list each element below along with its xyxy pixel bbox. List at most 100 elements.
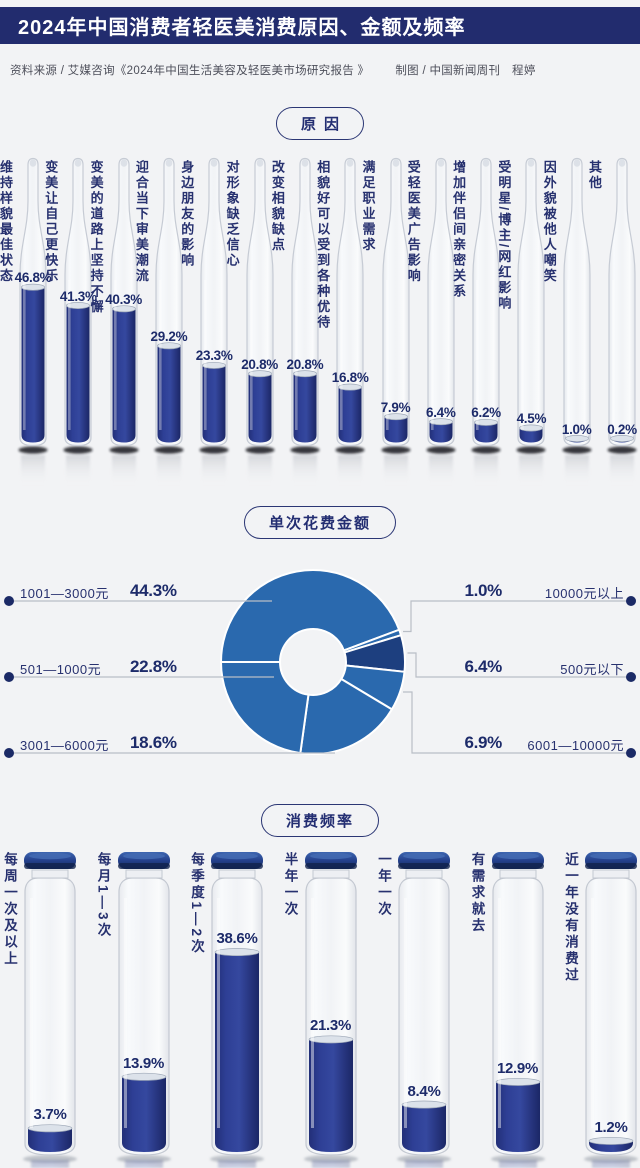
liquid-meniscus xyxy=(588,1136,634,1145)
glass-highlight xyxy=(521,280,524,430)
vial-glyph xyxy=(303,852,358,1168)
vial-cap-rim xyxy=(24,863,76,869)
frequency-value: 1.2% xyxy=(594,1118,628,1136)
ampoule-glyph xyxy=(109,157,139,485)
vial-neck xyxy=(592,869,630,879)
ampoule-tip xyxy=(392,159,399,167)
source-text: 资料来源 / 艾媒咨询《2024年中国生活美容及轻医美市场研究报告 》 xyxy=(10,65,370,77)
ampoule-body xyxy=(427,157,455,447)
ampoule-tip xyxy=(74,159,82,167)
glass-reflection xyxy=(610,455,634,485)
glass-highlight xyxy=(249,280,253,430)
glass-highlight xyxy=(591,898,594,1128)
liquid-fill xyxy=(21,287,45,443)
liquid-fill xyxy=(384,416,407,443)
reason-value: 20.8% xyxy=(241,356,278,372)
reason-label: 相貌好可以受到各种优待 xyxy=(315,160,331,331)
ampoule-glyph xyxy=(381,157,410,485)
frequency-value: 38.6% xyxy=(216,930,258,948)
vial-body xyxy=(24,877,76,1156)
donut-slice xyxy=(220,661,310,755)
reason-label: 变美让自己更快乐 xyxy=(43,160,59,284)
spend-pct-label: 6.4% xyxy=(464,657,502,676)
ampoule-tip xyxy=(120,159,127,167)
section-header-spend-label: 单次花费金额 xyxy=(268,515,372,532)
glass-highlight xyxy=(310,898,314,1128)
leader-dot xyxy=(4,596,14,606)
glass-highlight xyxy=(204,280,207,430)
ampoule-glyph xyxy=(245,157,275,485)
vial-glyph xyxy=(116,852,171,1168)
reason-label: 其他 xyxy=(587,160,602,191)
liquid-fill xyxy=(215,952,259,1152)
ampoule-tip xyxy=(527,159,535,167)
liquid-fill xyxy=(474,422,498,443)
vial-cap-rim xyxy=(585,863,637,869)
glass-reflection xyxy=(247,455,272,485)
vial-neck xyxy=(405,869,443,879)
frequency-value: 8.4% xyxy=(407,1082,441,1100)
ground-shadow xyxy=(199,446,229,454)
liquid-fill xyxy=(519,428,543,443)
reason-value: 40.3% xyxy=(105,291,142,307)
liquid-meniscus xyxy=(610,435,634,442)
glass-highlight xyxy=(113,280,117,430)
vial-glyph xyxy=(490,852,545,1168)
liquid-meniscus xyxy=(308,1035,353,1044)
reason-value: 29.2% xyxy=(150,328,188,344)
donut-svg xyxy=(4,569,636,758)
ground-shadow xyxy=(290,446,320,454)
leader-dot xyxy=(626,672,636,682)
glass-reflection xyxy=(383,455,408,485)
glass-reflection xyxy=(21,455,45,485)
liquid-meniscus xyxy=(338,383,363,391)
liquid-meniscus xyxy=(495,1077,540,1086)
ground-shadow xyxy=(335,446,365,454)
glass-highlight xyxy=(385,280,389,430)
ampoule-tip xyxy=(210,159,218,167)
spend-pct-label: 18.6% xyxy=(130,733,177,752)
reason-value: 46.8% xyxy=(14,270,52,286)
spend-range-label: 1001—3000元 xyxy=(20,586,109,601)
reason-label: 满足职业需求 xyxy=(360,160,376,253)
ampoule-tip xyxy=(482,159,490,167)
frequency-label: 近一年没有消费过 xyxy=(563,852,578,984)
reason-value: 41.3% xyxy=(59,288,97,304)
reason-label: 受明星/博主/网红影响 xyxy=(496,160,512,312)
vial-cap-top xyxy=(122,852,165,860)
vial-glyph xyxy=(397,852,451,1168)
vial-cap-top xyxy=(29,852,71,860)
vial-neck xyxy=(499,869,536,879)
liquid-fill xyxy=(429,421,453,443)
liquid-meniscus xyxy=(401,1100,447,1109)
ampoule-glyph xyxy=(562,157,592,485)
ground-shadow xyxy=(471,446,501,454)
reason-value: 16.8% xyxy=(331,370,369,386)
spend-pct-label: 1.0% xyxy=(464,581,502,600)
reason-value: 23.3% xyxy=(195,348,233,364)
ground-shadow xyxy=(245,446,275,454)
title-bar: 2024年中国消费者轻医美消费原因、金额及频率 xyxy=(0,7,640,44)
glass-reflection xyxy=(519,455,544,485)
section-header-spend: 单次花费金额 xyxy=(243,506,397,539)
ampoule-body xyxy=(336,157,364,447)
liquid-fill xyxy=(28,1128,72,1152)
ampoule-glyph xyxy=(471,157,501,485)
glass-reflection xyxy=(66,455,91,485)
vial-cap-rim xyxy=(117,863,170,869)
liquid-meniscus xyxy=(214,948,260,957)
section-header-reasons-label: 原因 xyxy=(300,116,348,133)
reason-label: 增加伴侣间亲密关系 xyxy=(451,160,467,300)
ampoule-tip xyxy=(301,159,309,167)
reason-value: 1.0% xyxy=(561,421,592,437)
ampoule-tip xyxy=(573,159,581,167)
frequency-label: 半年一次 xyxy=(282,852,298,918)
leader-line xyxy=(407,652,631,678)
ampoule-body xyxy=(608,157,636,447)
frequency-label: 每周一次及以上 xyxy=(2,852,17,968)
ampoule-glyph xyxy=(607,157,637,485)
glass-reflection xyxy=(218,1160,256,1168)
ampoule-tip xyxy=(165,159,173,167)
